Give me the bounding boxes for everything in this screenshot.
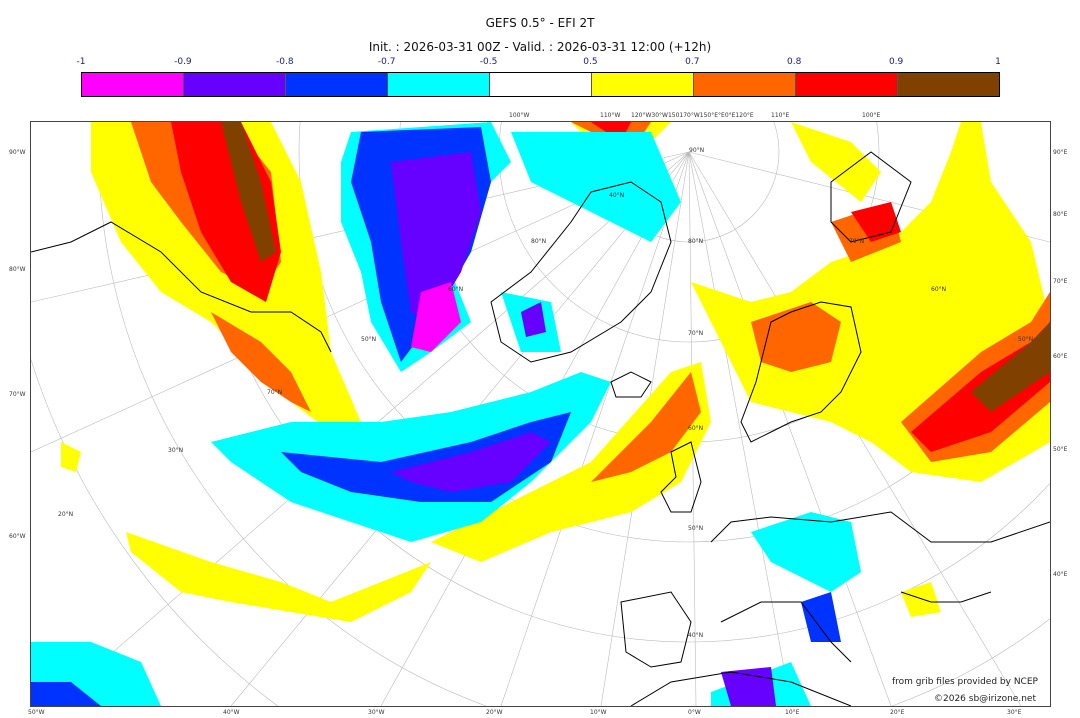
colorbar-segment (286, 73, 388, 96)
bottom-label: 20°E (890, 709, 905, 716)
colorbar-segment (898, 73, 999, 96)
lat-label: 40°N (609, 192, 625, 199)
efi-magenta-areas (411, 282, 461, 352)
lat-label: 80°N (688, 238, 704, 245)
colorbar-segment (82, 73, 184, 96)
colorbar-tick-label: -1 (76, 57, 86, 67)
right-label: 80°E (1053, 211, 1068, 218)
left-label: 60°W (9, 533, 26, 540)
top-label: 120°W30°W150170°W150°E°E0°E120°E (631, 112, 754, 119)
lat-label: 70°N (267, 389, 283, 396)
lat-label: 30°N (168, 447, 184, 454)
lat-label: 70°N (849, 238, 865, 245)
efi-yellow-areas (61, 122, 1050, 622)
bottom-label: 10°E (785, 709, 800, 716)
bottom-label: 30°W (368, 709, 385, 716)
colorbar-segment (184, 73, 286, 96)
right-label: 70°E (1053, 278, 1068, 285)
top-label: 100°W (509, 112, 530, 119)
colorbar-tick-label: 1 (995, 57, 1001, 67)
colorbar-segment (388, 73, 490, 96)
chart-subtitle: Init. : 2026-03-31 00Z - Valid. : 2026-0… (368, 40, 712, 54)
right-label: 90°E (1053, 149, 1068, 156)
right-label: 50°E (1053, 446, 1068, 453)
bottom-label: 0°W (688, 709, 701, 716)
bottom-label: 30°E (1007, 709, 1022, 716)
top-label: 110°W (600, 112, 621, 119)
colorbar-tick-label: 0.8 (787, 57, 802, 67)
colorbar-segment (592, 73, 694, 96)
colorbar-tick-label: -0.7 (377, 57, 396, 67)
map-area: 90°N 80°N 70°N 60°N 50°N 40°N 30°N 20°N … (30, 121, 1051, 707)
lat-label: 40°N (688, 632, 704, 639)
top-label: 100°E (862, 112, 881, 119)
lat-label: 60°N (688, 425, 704, 432)
left-label: 70°W (9, 391, 26, 398)
colorbar-tick-label: 0.7 (685, 57, 700, 67)
lat-label: 70°N (688, 330, 704, 337)
lat-label: 20°N (58, 511, 74, 518)
copyright: ©2026 sb@irizone.net (934, 694, 1036, 704)
top-label: 110°E (771, 112, 790, 119)
bottom-label: 50°W (28, 709, 45, 716)
bottom-label: 20°W (486, 709, 503, 716)
source-credit: from grib files provided by NCEP (892, 677, 1038, 687)
colorbar-segment (490, 73, 592, 96)
coastlines (31, 151, 1050, 706)
efi-map (31, 122, 1050, 706)
lat-label: 60°N (931, 286, 947, 293)
colorbar-segment (694, 73, 796, 96)
lat-label: 80°N (531, 238, 547, 245)
colorbar-segment (796, 73, 898, 96)
colorbar-tick-label: -0.8 (275, 57, 294, 67)
efi-brown-areas (221, 122, 1050, 412)
lat-label: 50°N (688, 525, 704, 532)
right-label: 40°E (1053, 571, 1068, 578)
colorbar (81, 72, 1000, 97)
chart-title: GEFS 0.5° - EFI 2T (485, 16, 595, 30)
colorbar-tick-label: 0.9 (888, 57, 904, 67)
lat-label: 50°N (1018, 336, 1034, 343)
lat-label: 60°N (448, 286, 464, 293)
bottom-label: 10°W (590, 709, 607, 716)
left-label: 80°W (9, 266, 26, 273)
colorbar-tick-label: -0.9 (174, 57, 192, 67)
bottom-label: 40°W (223, 709, 240, 716)
lat-label: 50°N (361, 336, 377, 343)
right-label: 60°E (1053, 353, 1068, 360)
lat-label: 90°N (689, 147, 705, 154)
left-label: 90°W (9, 149, 26, 156)
colorbar-tick-label: -0.5 (479, 57, 498, 67)
colorbar-tick-label: 0.5 (583, 57, 598, 67)
